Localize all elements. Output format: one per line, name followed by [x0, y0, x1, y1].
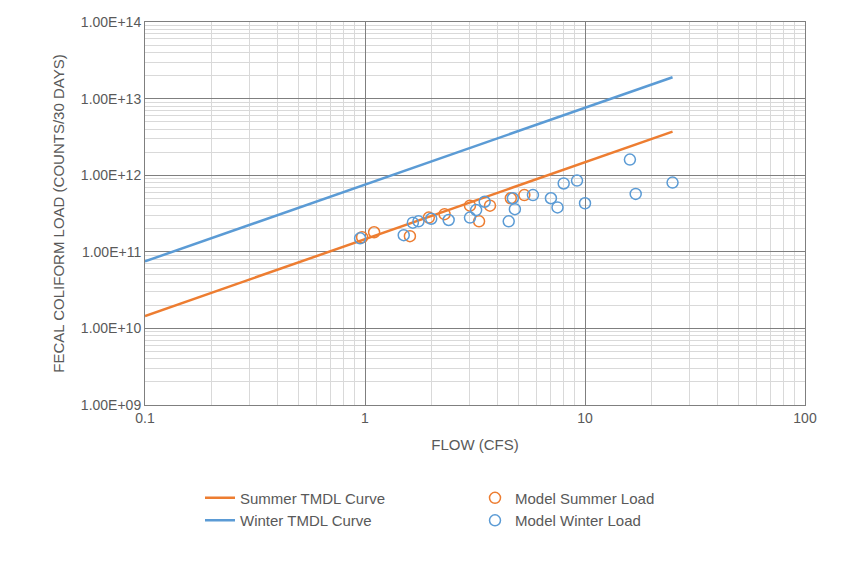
svg-text:FECAL COLIFORM LOAD (COUNTS/30: FECAL COLIFORM LOAD (COUNTS/30 DAYS): [50, 54, 67, 372]
svg-text:1.00E+13: 1.00E+13: [81, 91, 142, 107]
svg-text:1.00E+14: 1.00E+14: [81, 14, 142, 30]
svg-text:1.00E+10: 1.00E+10: [81, 320, 142, 336]
svg-text:Model Summer Load: Model Summer Load: [515, 490, 654, 507]
svg-text:100: 100: [793, 410, 817, 426]
svg-text:1.00E+09: 1.00E+09: [81, 397, 142, 413]
svg-text:1.00E+12: 1.00E+12: [81, 167, 142, 183]
svg-text:0.1: 0.1: [135, 410, 155, 426]
svg-text:Summer TMDL Curve: Summer TMDL Curve: [240, 490, 385, 507]
svg-text:1: 1: [361, 410, 369, 426]
svg-text:1.00E+11: 1.00E+11: [82, 244, 142, 260]
svg-text:Winter TMDL Curve: Winter TMDL Curve: [240, 512, 372, 529]
svg-text:10: 10: [577, 410, 593, 426]
svg-text:Model Winter Load: Model Winter Load: [515, 512, 641, 529]
svg-text:FLOW (CFS): FLOW (CFS): [431, 436, 519, 453]
